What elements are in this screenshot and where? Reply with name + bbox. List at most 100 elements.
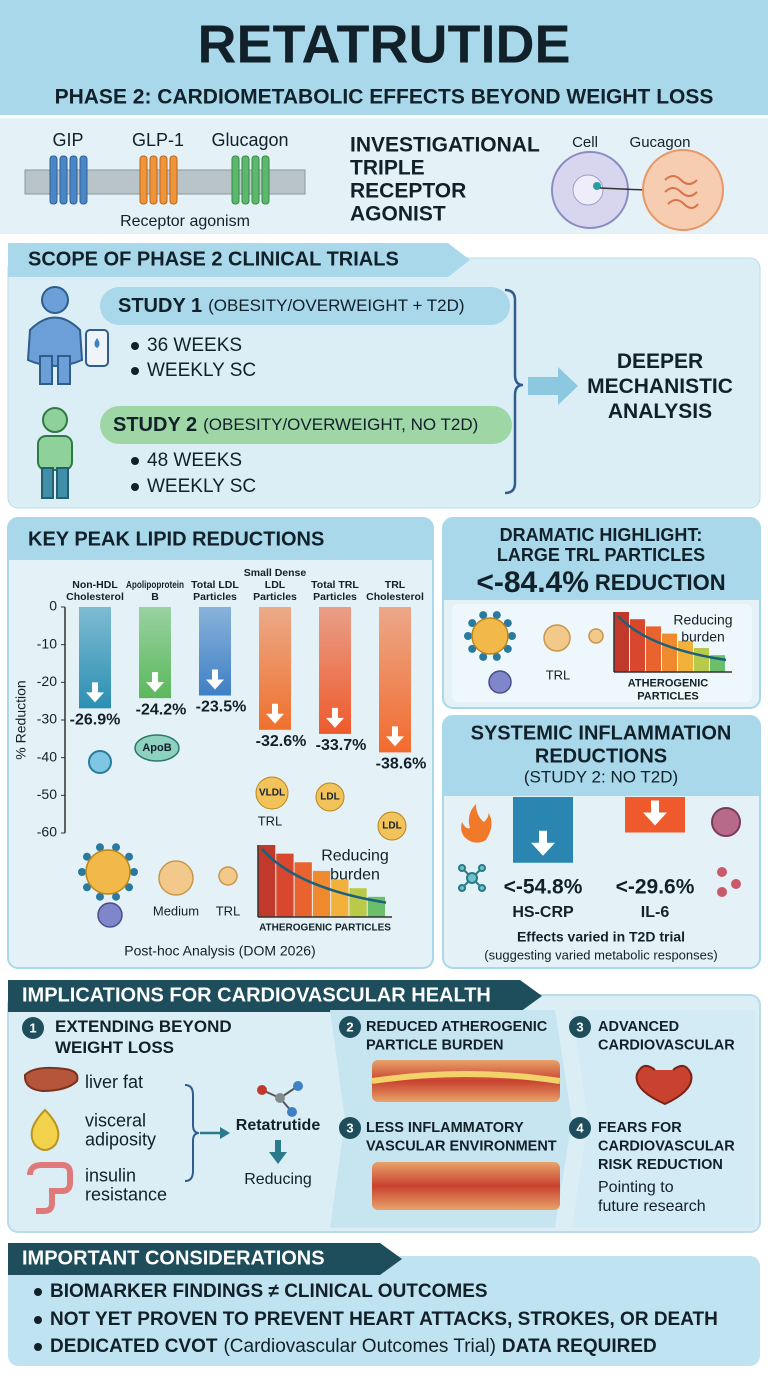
study-pill xyxy=(100,287,510,325)
highlight-value: <-84.4% xyxy=(476,566,589,599)
arrow xyxy=(528,367,578,405)
decor-bar xyxy=(312,870,331,917)
decor-bar xyxy=(331,879,349,917)
decor-spike xyxy=(468,644,477,653)
decor-spike xyxy=(95,843,104,852)
consideration: NOT YET PROVEN TO PREVENT HEART ATTACKS,… xyxy=(50,1309,718,1330)
implication-items: 1 EXTENDING BEYOND WEIGHT LOSS 2 REDUCED ATH… xyxy=(22,1016,735,1215)
value-label: <-54.8% xyxy=(504,876,583,899)
value-label: -26.9% xyxy=(70,712,121,729)
receptor-label: Glucagon xyxy=(211,130,288,150)
value-label: -38.6% xyxy=(376,756,427,773)
decor-bar xyxy=(294,862,312,917)
x-tick-label: Non-HDL Cholesterol xyxy=(66,579,124,603)
study-item: WEEKLY SC xyxy=(147,476,256,497)
inflammation-title-bg xyxy=(443,716,760,796)
burden-axis: ATHEROGENIC PARTICLES xyxy=(628,677,709,702)
number: 2 xyxy=(346,1019,353,1034)
cell-label: Cell xyxy=(572,134,598,151)
decor-spike xyxy=(503,644,512,653)
y-tick-label: -10 xyxy=(37,635,57,651)
particle-label: TRL xyxy=(546,667,571,682)
implication-note: Pointing to future research xyxy=(598,1179,706,1215)
study-heading: STUDY 2 (OBESITY/OVERWEIGHT, NO T2D) xyxy=(113,414,478,436)
decor-arrow xyxy=(86,682,104,703)
cell-icons xyxy=(551,149,724,231)
y-tick-label: -30 xyxy=(37,711,57,727)
decor-spike xyxy=(479,652,488,661)
highlight-value-line: <-84.4% REDUCTION xyxy=(476,566,725,599)
decor-virus xyxy=(88,750,112,774)
drug-label: Retatrutide xyxy=(236,1117,321,1134)
decor-spike xyxy=(130,868,138,876)
number-badge xyxy=(569,1117,591,1139)
x-tick-label: Apolipoprotein B xyxy=(126,579,184,603)
scope-outcome: DEEPER MECHANISTIC ANALYSIS xyxy=(587,350,733,423)
effect-label: Reducing xyxy=(244,1171,312,1188)
annotation: LDL xyxy=(320,792,339,803)
y-tick-label: -20 xyxy=(37,673,57,689)
title: RETATRUTIDE xyxy=(198,14,571,74)
particle-label: Medium xyxy=(153,903,199,918)
particle xyxy=(255,776,289,810)
decor-spike xyxy=(82,883,91,892)
bullet xyxy=(131,342,139,350)
receptor-icons xyxy=(49,155,270,205)
receptor-caption: Receptor agonism xyxy=(120,213,250,230)
person-icons xyxy=(26,286,109,499)
decor-spike xyxy=(464,632,472,640)
value-label: -33.7% xyxy=(316,737,367,754)
value-label: -24.2% xyxy=(136,701,187,718)
implication-icons xyxy=(23,1060,693,1214)
value-label: -32.6% xyxy=(256,733,307,750)
implication-title: REDUCED ATHEROGENIC PARTICLE BURDEN xyxy=(366,1019,548,1054)
x-tick-label: Small Dense LDL Particles xyxy=(244,567,307,603)
inflammation-subtitle: (STUDY 2: NO T2D) xyxy=(524,767,678,786)
x-tick-label: Total LDL Particles xyxy=(191,579,239,603)
implication-title: ADVANCED CARDIOVASCULAR xyxy=(598,1019,735,1054)
drug-class: INVESTIGATIONAL TRIPLE RECEPTOR AGONIST xyxy=(350,133,540,225)
decor-arrow xyxy=(206,669,224,690)
decor-arrow xyxy=(531,830,555,856)
considerations-title: IMPORTANT CONSIDERATIONS xyxy=(22,1247,325,1269)
bullet xyxy=(131,483,139,491)
consideration-tail: DATA REQUIRED xyxy=(502,1336,657,1357)
number: 3 xyxy=(576,1019,583,1034)
decor-spike xyxy=(125,852,134,861)
particle xyxy=(85,849,131,895)
cell-label: Gucagon xyxy=(630,134,691,151)
highlight-suffix: REDUCTION xyxy=(595,570,726,595)
y-tick-label: 0 xyxy=(49,598,57,614)
decor-bar xyxy=(276,853,294,917)
considerations-tab xyxy=(8,1243,402,1275)
particle xyxy=(315,782,345,812)
decor-curve xyxy=(261,848,387,904)
x-tick-label: TRL Cholesterol xyxy=(366,579,424,603)
receptor-label: GLP-1 xyxy=(132,130,184,150)
number-badge xyxy=(22,1017,44,1039)
highlight-inner xyxy=(452,604,752,702)
factor: liver fat xyxy=(85,1072,143,1092)
header-bg xyxy=(0,0,768,115)
implication-title: EXTENDING BEYOND WEIGHT LOSS xyxy=(55,1017,232,1057)
particle xyxy=(471,617,509,655)
subtitle: PHASE 2: CARDIOMETABOLIC EFFECTS BEYOND … xyxy=(55,86,714,109)
decor-bar xyxy=(694,648,709,672)
x-tick-label: Total TRL Particles xyxy=(311,579,359,603)
burden-label: Reducing burden xyxy=(673,611,732,644)
lipid-title: KEY PEAK LIPID REDUCTIONS xyxy=(28,528,324,550)
bullet xyxy=(34,1316,42,1324)
decor-spike xyxy=(112,892,121,901)
footnote: Post-hoc Analysis (DOM 2026) xyxy=(124,943,315,959)
decor-arrow xyxy=(326,707,344,728)
scope-tab xyxy=(8,243,470,277)
y-tick-label: -60 xyxy=(37,824,57,840)
value-label: <-29.6% xyxy=(616,876,695,899)
decor-spike xyxy=(492,652,501,661)
decor-blob xyxy=(134,734,180,762)
bullet xyxy=(131,457,139,465)
decor-spike xyxy=(492,611,501,620)
y-tick-label: -50 xyxy=(37,786,57,802)
decor-spike xyxy=(468,619,477,628)
x-tick-label: IL-6 xyxy=(641,904,670,921)
